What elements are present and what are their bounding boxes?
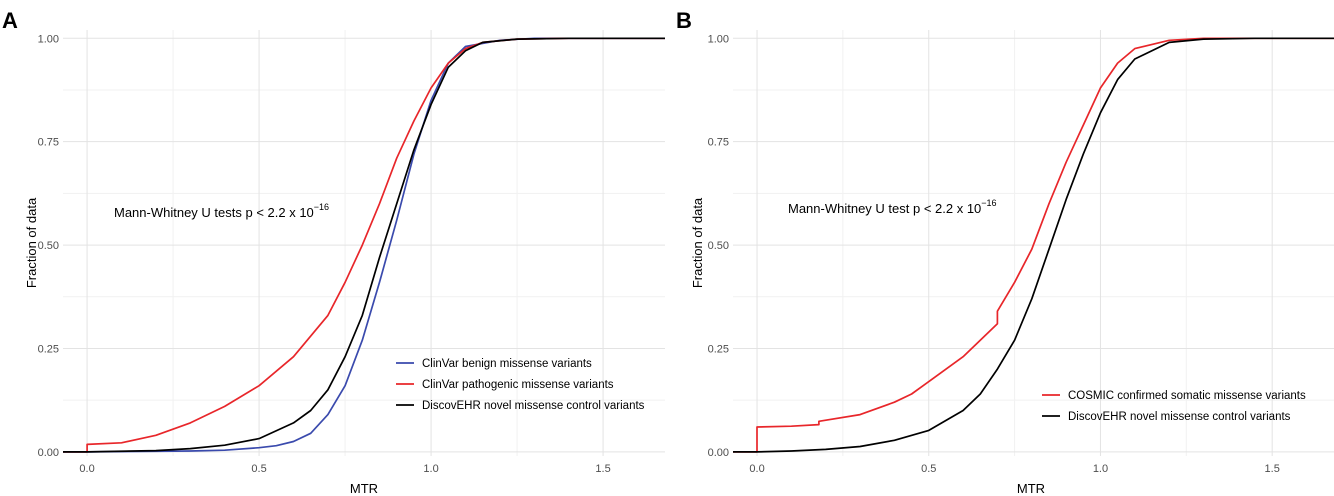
- panel-a-y-axis-title: Fraction of data: [24, 197, 39, 288]
- legend-label: DiscovEHR novel missense control variant…: [1068, 411, 1291, 423]
- panel-a-annotation: Mann-Whitney U tests p < 2.2 x 10−16: [114, 202, 329, 220]
- legend-label: ClinVar benign missense variants: [422, 358, 592, 370]
- panel-b-legend: COSMIC confirmed somatic missense varian…: [1042, 390, 1306, 423]
- panel-b-gridlines: [733, 30, 1334, 456]
- panel-b-annotation-main: Mann-Whitney U test p < 2.2 x 10: [788, 201, 981, 216]
- panel-a-annotation-exponent: −16: [314, 202, 329, 212]
- panel-a-x-tick-label: 0.5: [251, 463, 266, 475]
- panel-a-annotation-main: Mann-Whitney U tests p < 2.2 x 10: [114, 205, 314, 220]
- panel-a-y-tick-label: 0.25: [38, 343, 59, 355]
- panel-a-series-clinvar-pathogenic-missense-variants: [63, 37, 665, 453]
- panel-a-label: A: [2, 8, 18, 33]
- panel-a-y-tick-label: 0.50: [38, 240, 59, 252]
- panel-a-y-tick-label: 0.00: [38, 447, 59, 459]
- panel-b-y-tick-label: 0.75: [708, 137, 729, 149]
- panel-a-series-discovehr-novel-missense-control-variants: [63, 37, 665, 453]
- panel-a-series-clinvar-benign-missense-variants: [63, 37, 665, 453]
- panel-b-x-tick-label: 0.5: [921, 463, 936, 475]
- panel-a-y-tick-label: 0.75: [38, 137, 59, 149]
- panel-b-y-tick-label: 0.00: [708, 447, 729, 459]
- panel-b-x-tick-label: 1.5: [1265, 463, 1280, 475]
- panel-b-annotation: Mann-Whitney U test p < 2.2 x 10−16: [788, 198, 997, 216]
- panel-b-annotation-exponent: −16: [981, 198, 996, 208]
- panel-a-x-tick-label: 1.0: [423, 463, 438, 475]
- panel-a-x-tick-label: 0.0: [79, 463, 94, 475]
- legend-label: ClinVar pathogenic missense variants: [422, 379, 614, 391]
- panel-b-x-axis-title: MTR: [1017, 481, 1045, 496]
- panel-b-y-tick-label: 1.00: [708, 33, 729, 45]
- legend-label: COSMIC confirmed somatic missense varian…: [1068, 390, 1306, 402]
- panel-a-legend: ClinVar benign missense variants ClinVar …: [396, 358, 645, 412]
- panel-b-chart: B Mann-Whitney U test p < 2.2 x 10−16 MT…: [676, 8, 1334, 496]
- panel-a-y-tick-label: 1.00: [38, 33, 59, 45]
- panel-a-x-axis-title: MTR: [350, 481, 378, 496]
- panel-b-series-discovehr-novel-missense-control-variants: [733, 37, 1334, 453]
- panel-b-y-tick-label: 0.25: [708, 343, 729, 355]
- panel-a-x-tick-label: 1.5: [595, 463, 610, 475]
- panel-b-y-tick-label: 0.50: [708, 240, 729, 252]
- panel-a-chart: A Mann-Whitney U tests p < 2.2 x 10−16 M…: [2, 8, 665, 496]
- panel-b-x-tick-label: 0.0: [749, 463, 764, 475]
- panel-b-label: B: [676, 8, 692, 33]
- panel-b-x-tick-label: 1.0: [1093, 463, 1108, 475]
- panel-b-series-cosmic-confirmed-somatic-missense-variants: [733, 37, 1334, 453]
- panel-b-y-axis-title: Fraction of data: [690, 197, 705, 288]
- legend-label: DiscovEHR novel missense control variant…: [422, 400, 645, 412]
